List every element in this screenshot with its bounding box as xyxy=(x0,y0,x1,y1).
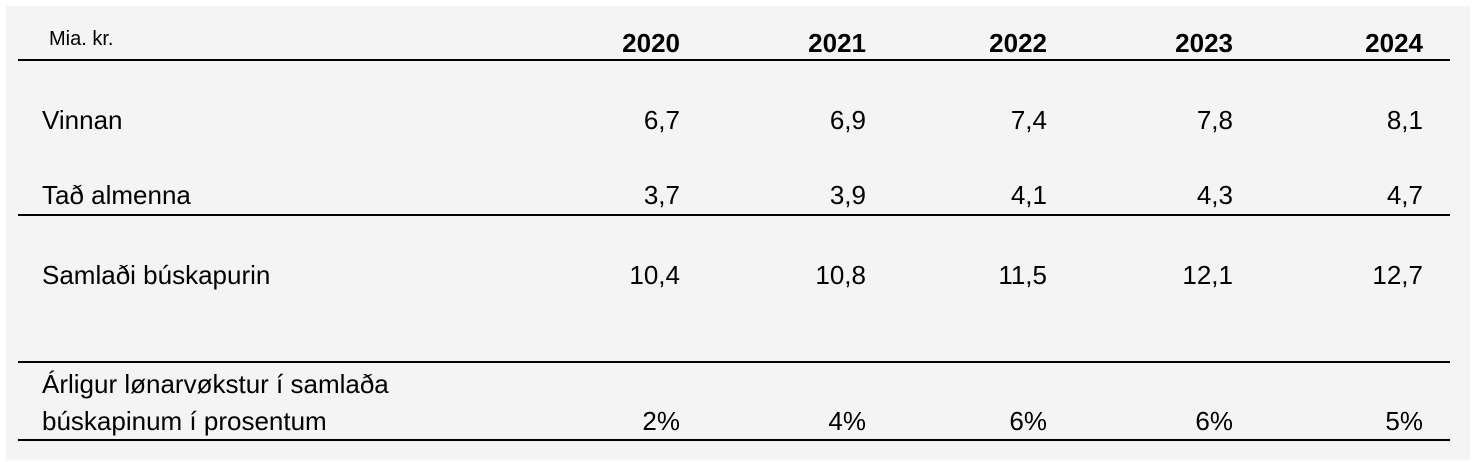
table-cell: 4,7 xyxy=(1386,180,1423,210)
table-cell: 4% xyxy=(828,406,866,436)
growth-section-rule xyxy=(18,361,1450,363)
growth-label-line2: búskapinum í prosentum xyxy=(42,406,327,436)
row-label-vinnan: Vinnan xyxy=(42,105,123,135)
table-cell: 3,9 xyxy=(829,180,866,210)
table-cell: 10,8 xyxy=(815,260,866,290)
year-header-2021: 2021 xyxy=(808,28,866,58)
bottom-rule xyxy=(18,439,1450,441)
unit-label: Mia. kr. xyxy=(49,28,114,50)
growth-label-line1: Árligur lønarvøkstur í samlaða xyxy=(42,369,389,399)
table-cell: 2% xyxy=(642,406,680,436)
table-cell: 12,1 xyxy=(1182,260,1233,290)
year-header-2023: 2023 xyxy=(1175,28,1233,58)
table-cell: 4,1 xyxy=(1010,180,1047,210)
table-cell: 10,4 xyxy=(629,260,680,290)
table-cell: 6% xyxy=(1195,406,1233,436)
subtotal-rule xyxy=(18,214,1450,216)
table-cell: 4,3 xyxy=(1196,180,1233,210)
row-label-samladi-buskapurin: Samlaði búskapurin xyxy=(42,260,271,290)
header-rule xyxy=(18,59,1450,61)
year-header-2022: 2022 xyxy=(989,28,1047,58)
table-sheet: Mia. kr. 2020 2021 2022 2023 2024 Vinnan… xyxy=(6,6,1470,460)
table-cell: 11,5 xyxy=(998,260,1047,290)
table-cell: 12,7 xyxy=(1372,260,1423,290)
table-cell: 6,7 xyxy=(643,105,680,135)
year-header-2020: 2020 xyxy=(622,28,680,58)
row-label-tad-almenna: Tað almenna xyxy=(42,180,191,210)
table-cell: 6,9 xyxy=(829,105,866,135)
table-cell: 3,7 xyxy=(643,180,680,210)
table-cell: 6% xyxy=(1009,406,1047,436)
table-cell: 8,1 xyxy=(1386,105,1423,135)
table-cell: 7,8 xyxy=(1196,105,1233,135)
table-cell: 5% xyxy=(1385,406,1423,436)
year-header-2024: 2024 xyxy=(1365,28,1423,58)
table-cell: 7,4 xyxy=(1010,105,1047,135)
